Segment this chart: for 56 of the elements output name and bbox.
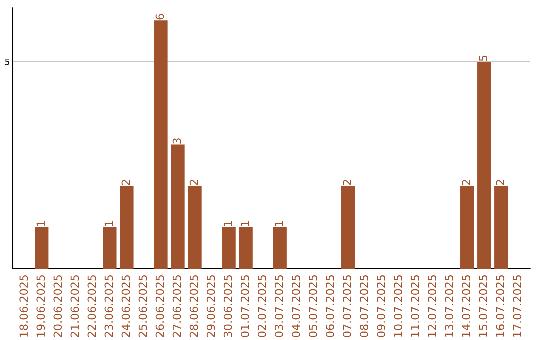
x-tick-label: 06.07.2025 bbox=[326, 275, 334, 338]
x-tick-label: 30.06.2025 bbox=[224, 275, 232, 338]
bar bbox=[188, 186, 202, 269]
data-label: 1 bbox=[104, 222, 114, 226]
data-label: 2 bbox=[343, 180, 352, 186]
bar bbox=[341, 186, 356, 269]
x-tick-label: 16.07.2025 bbox=[496, 275, 505, 337]
data-label: 1 bbox=[36, 222, 45, 226]
bar bbox=[460, 186, 474, 269]
bar bbox=[478, 62, 492, 269]
x-tick-label: 01.07.2025 bbox=[240, 275, 250, 338]
x-tick-label: 20.06.2025 bbox=[54, 275, 62, 338]
bar bbox=[35, 228, 49, 269]
x-tick-label: 21.06.2025 bbox=[70, 275, 80, 338]
data-label: 1 bbox=[224, 222, 232, 226]
x-tick-label: 23.06.2025 bbox=[104, 275, 114, 338]
data-label: 2 bbox=[462, 180, 470, 186]
x-tick-label: 27.06.2025 bbox=[172, 275, 182, 338]
x-tick-label: 05.07.2025 bbox=[308, 275, 318, 338]
data-label: 2 bbox=[496, 180, 504, 186]
bar bbox=[171, 144, 185, 269]
x-tick-label: 18.06.2025 bbox=[20, 275, 28, 337]
x-tick-label: 14.07.2025 bbox=[462, 275, 471, 337]
data-label: 1 bbox=[275, 222, 284, 226]
x-tick-label: 04.07.2025 bbox=[292, 275, 300, 338]
data-label: 6 bbox=[156, 14, 164, 20]
bar bbox=[103, 228, 117, 269]
x-tick-label: 26.06.2025 bbox=[156, 275, 164, 338]
x-tick-label: 15.07.2025 bbox=[479, 275, 488, 337]
data-label: 2 bbox=[190, 180, 198, 186]
bar bbox=[494, 186, 508, 269]
x-tick-label: 19.06.2025 bbox=[36, 275, 46, 337]
x-tick-label: 17.07.2025 bbox=[513, 275, 522, 337]
x-tick-label: 13.07.2025 bbox=[445, 275, 454, 337]
x-tick-label: 02.07.2025 bbox=[258, 275, 266, 338]
x-tick-label: 29.06.2025 bbox=[206, 275, 216, 338]
x-tick-label: 09.07.2025 bbox=[377, 275, 386, 338]
data-label: 5 bbox=[479, 56, 488, 62]
bar bbox=[239, 228, 253, 269]
x-tick-label: 11.07.2025 bbox=[411, 275, 420, 337]
bar bbox=[273, 228, 287, 269]
x-tick-label: 22.06.2025 bbox=[88, 275, 96, 338]
x-tick-label: 07.07.2025 bbox=[343, 275, 352, 338]
x-tick-label: 08.07.2025 bbox=[360, 275, 368, 338]
x-tick-label: 28.06.2025 bbox=[190, 275, 198, 338]
x-tick-label: 12.07.2025 bbox=[428, 275, 437, 337]
x-tick-label: 10.07.2025 bbox=[394, 275, 402, 337]
x-tick-label: 24.06.2025 bbox=[122, 275, 130, 338]
bar bbox=[222, 228, 236, 269]
data-label: 2 bbox=[122, 180, 130, 186]
x-tick-label: 25.06.2025 bbox=[138, 275, 148, 338]
data-label: 1 bbox=[241, 222, 250, 226]
bar bbox=[120, 186, 134, 269]
x-tick-label: 03.07.2025 bbox=[274, 275, 284, 338]
bar bbox=[154, 20, 168, 269]
data-label: 3 bbox=[172, 138, 182, 144]
